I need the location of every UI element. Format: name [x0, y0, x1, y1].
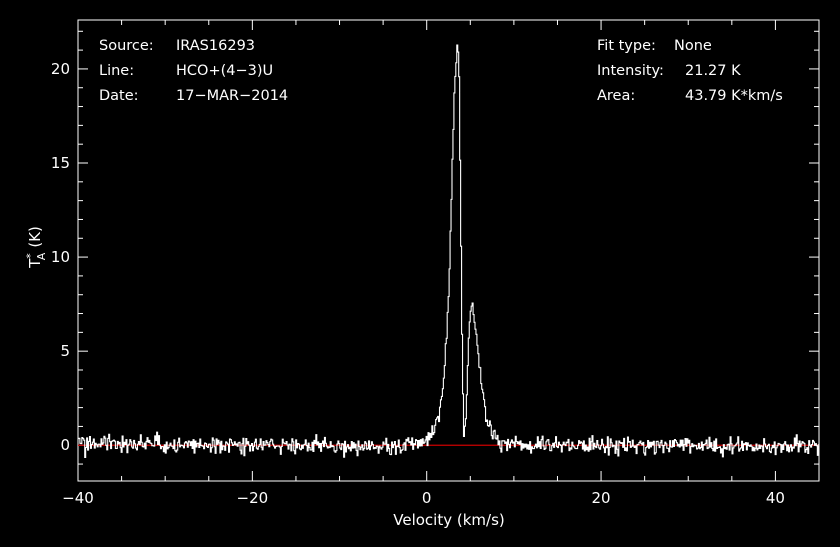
- y-axis-label-main: T: [26, 258, 44, 269]
- info-left: Source: IRAS16293 Line: HCO+(4−3)U Date:…: [99, 38, 288, 104]
- line-label: Line:: [99, 63, 134, 79]
- source-label: Source:: [99, 38, 154, 54]
- source-value: IRAS16293: [176, 38, 255, 54]
- y-tick-label: 15: [51, 154, 70, 172]
- intensity-value: 21.27 K: [685, 63, 741, 79]
- y-axis-label-sup: *: [24, 253, 37, 259]
- date-label: Date:: [99, 88, 139, 104]
- y-tick-label: 20: [51, 60, 70, 78]
- line-value: HCO+(4−3)U: [176, 63, 273, 79]
- area-label: Area:: [597, 88, 635, 104]
- plot-border: [77, 19, 820, 482]
- area-value: 43.79 K*km/s: [685, 88, 783, 104]
- axis-ticks: [77, 20, 820, 481]
- fit-type-label: Fit type:: [597, 38, 656, 54]
- x-tick-label: 40: [766, 489, 785, 507]
- fit-type-value: None: [674, 38, 712, 54]
- date-value: 17−MAR−2014: [176, 88, 288, 104]
- intensity-label: Intensity:: [597, 63, 664, 79]
- y-tick-label: 10: [51, 248, 70, 266]
- x-tick-label: 20: [592, 489, 611, 507]
- y-axis-label: T*A (K): [24, 226, 48, 269]
- y-axis-label-unit: (K): [26, 226, 44, 248]
- y-axis-label-sub: A: [35, 252, 48, 260]
- svg-text:T*A(K): T*A (K): [24, 226, 48, 269]
- x-axis-label: Velocity (km/s): [393, 511, 504, 529]
- y-tick-label: 5: [60, 342, 70, 360]
- x-tick-label: 0: [422, 489, 432, 507]
- plot-frame: [77, 19, 820, 482]
- spectrum-line: [78, 44, 819, 458]
- tick-labels: −40 −20 0 20 40 0 5 10 15 20: [51, 60, 785, 507]
- spectrum-layer: [78, 44, 819, 458]
- x-tick-label: −40: [62, 489, 94, 507]
- info-right: Fit type: None Intensity: 21.27 K Area: …: [597, 38, 783, 104]
- y-tick-label: 0: [60, 436, 70, 454]
- x-tick-label: −20: [237, 489, 269, 507]
